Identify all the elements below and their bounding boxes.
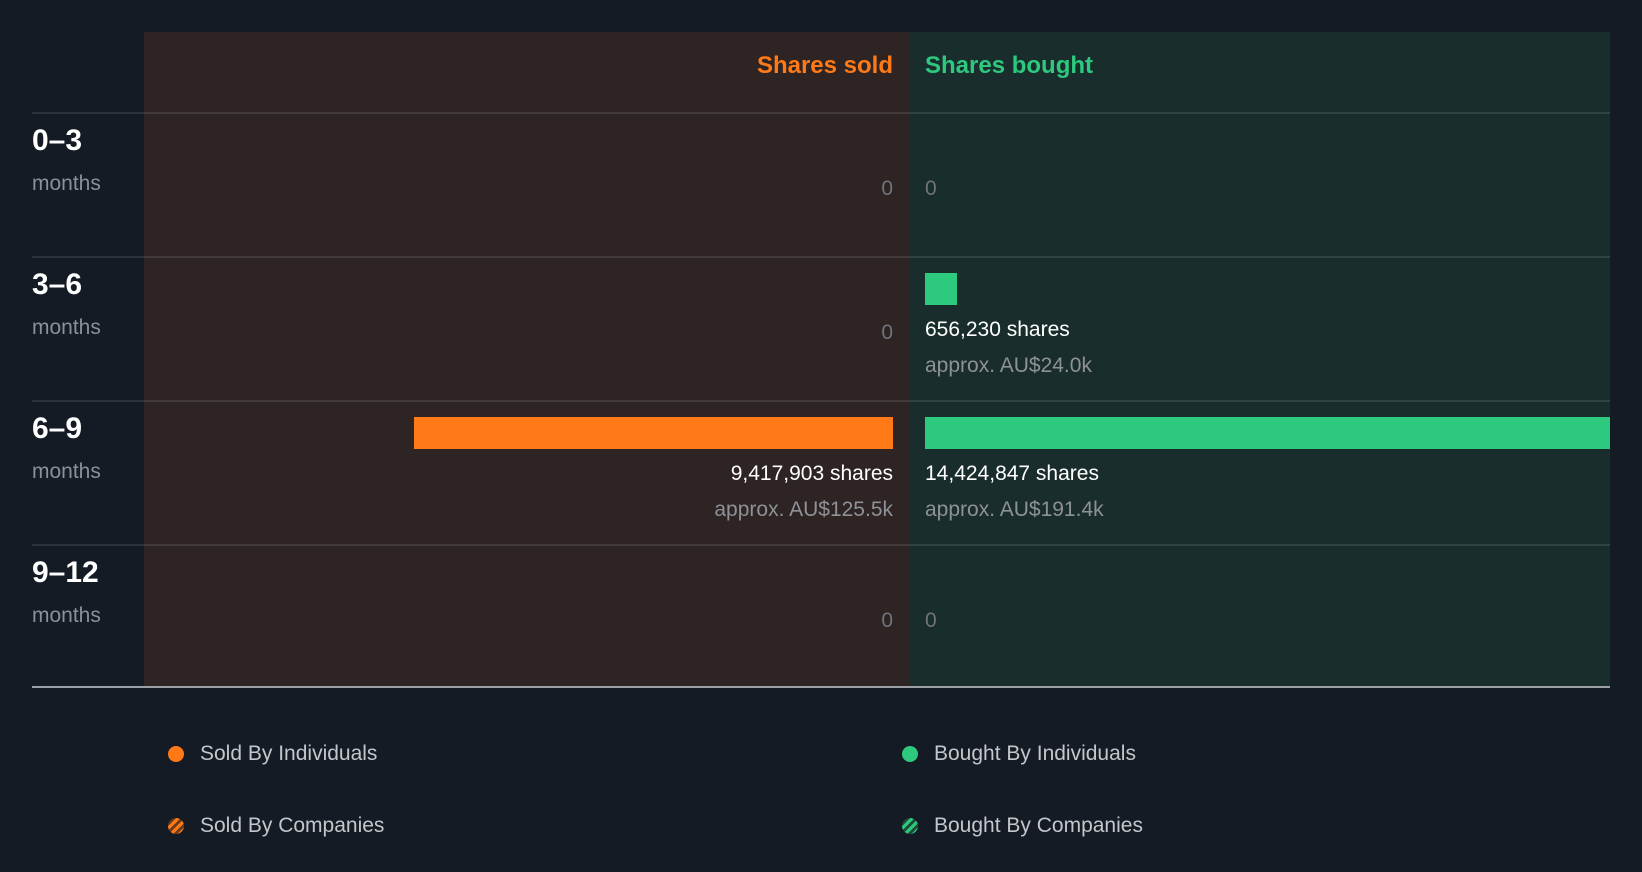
row-0-3-months: 0–3 months 0 0 xyxy=(0,114,1642,258)
row-divider xyxy=(32,544,1610,546)
sold-bar[interactable] xyxy=(414,417,893,449)
bought-shares-value: 14,424,847 shares xyxy=(925,462,1099,485)
row-divider xyxy=(32,112,1610,114)
shares-sold-header: Shares sold xyxy=(756,52,893,79)
bought-shares-value: 656,230 shares xyxy=(925,318,1070,341)
unit-label: months xyxy=(32,316,101,339)
unit-label: months xyxy=(32,604,101,627)
sold-zero-value: 0 xyxy=(881,321,893,344)
range-label: 0–3 xyxy=(32,124,83,157)
unit-label: months xyxy=(32,460,101,483)
shares-bought-panel xyxy=(909,32,1610,688)
shares-bought-header: Shares bought xyxy=(925,52,1094,79)
legend-label: Bought By Companies xyxy=(934,814,1143,837)
sold-zero-value: 0 xyxy=(881,609,893,632)
striped-orange-dot-icon xyxy=(168,818,184,834)
bought-bar[interactable] xyxy=(925,417,1610,449)
legend-bought-individuals[interactable]: Bought By Individuals xyxy=(902,742,1136,766)
legend-sold-companies[interactable]: Sold By Companies xyxy=(168,814,384,838)
bought-approx-value: approx. AU$191.4k xyxy=(925,498,1104,521)
row-6-9-months: 6–9 months 9,417,903 shares approx. AU$1… xyxy=(0,402,1642,546)
unit-label: months xyxy=(32,172,101,195)
legend-sold-individuals[interactable]: Sold By Individuals xyxy=(168,742,377,766)
sold-approx-value: approx. AU$125.5k xyxy=(714,498,893,521)
legend-label: Sold By Companies xyxy=(200,814,385,837)
bought-zero-value: 0 xyxy=(925,177,937,200)
green-dot-icon xyxy=(902,746,918,762)
bought-approx-value: approx. AU$24.0k xyxy=(925,354,1092,377)
range-label: 3–6 xyxy=(32,268,83,301)
range-label: 6–9 xyxy=(32,412,83,445)
legend-label: Sold By Individuals xyxy=(200,742,378,765)
sold-shares-value: 9,417,903 shares xyxy=(730,462,893,485)
row-3-6-months: 3–6 months 0 656,230 shares approx. AU$2… xyxy=(0,258,1642,402)
orange-dot-icon xyxy=(168,746,184,762)
row-divider xyxy=(32,400,1610,402)
range-label: 9–12 xyxy=(32,556,99,589)
chart-baseline xyxy=(32,686,1610,688)
bought-zero-value: 0 xyxy=(925,609,937,632)
legend-bought-companies[interactable]: Bought By Companies xyxy=(902,814,1143,838)
shares-sold-panel xyxy=(144,32,909,688)
row-9-12-months: 9–12 months 0 0 xyxy=(0,546,1642,690)
row-divider xyxy=(32,256,1610,258)
legend-label: Bought By Individuals xyxy=(934,742,1136,765)
sold-zero-value: 0 xyxy=(881,177,893,200)
striped-green-dot-icon xyxy=(902,818,918,834)
bought-bar[interactable] xyxy=(925,273,957,305)
